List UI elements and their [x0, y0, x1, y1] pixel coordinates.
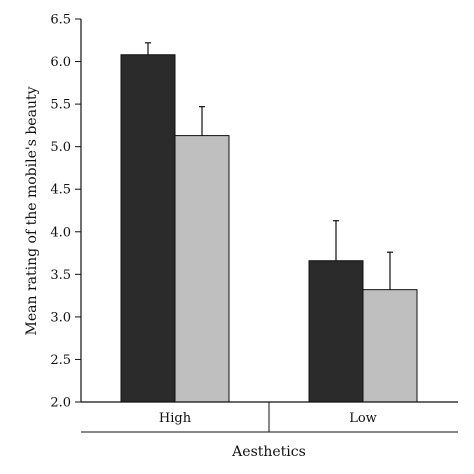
- y-tick-label: 6.5: [50, 13, 71, 28]
- y-tick-label: 2.5: [50, 353, 71, 368]
- y-tick-label: 2.0: [50, 396, 71, 411]
- y-tick-label: 4.0: [50, 225, 71, 240]
- x-categories-layer: High Low: [159, 411, 377, 426]
- bar-low-series-2: [362, 289, 418, 403]
- error-bars-layer: [145, 42, 393, 290]
- y-tick-label: 4.5: [50, 183, 71, 198]
- y-tick-label: 3.0: [50, 310, 71, 325]
- y-ticks-layer: 2.0 2.5 3.0 3.5 4.0 4.5 5.0 5.5 6.0 6.5: [50, 13, 81, 411]
- bar-low-series-1: [308, 260, 364, 403]
- y-tick-label: 5.0: [50, 140, 71, 155]
- x-axis-title: Aesthetics: [231, 444, 306, 460]
- bar-high-series-2: [174, 135, 230, 403]
- x-category-label: High: [159, 411, 192, 426]
- y-tick-label: 5.5: [50, 98, 71, 113]
- bar-high-series-1: [120, 54, 176, 403]
- x-category-label: Low: [349, 411, 377, 426]
- axes-layer: [80, 19, 458, 433]
- y-tick-label: 6.0: [50, 55, 71, 70]
- y-tick-label: 3.5: [50, 268, 71, 283]
- bars-layer: [120, 54, 418, 403]
- y-axis-title: Mean rating of the mobile's beauty: [24, 86, 40, 335]
